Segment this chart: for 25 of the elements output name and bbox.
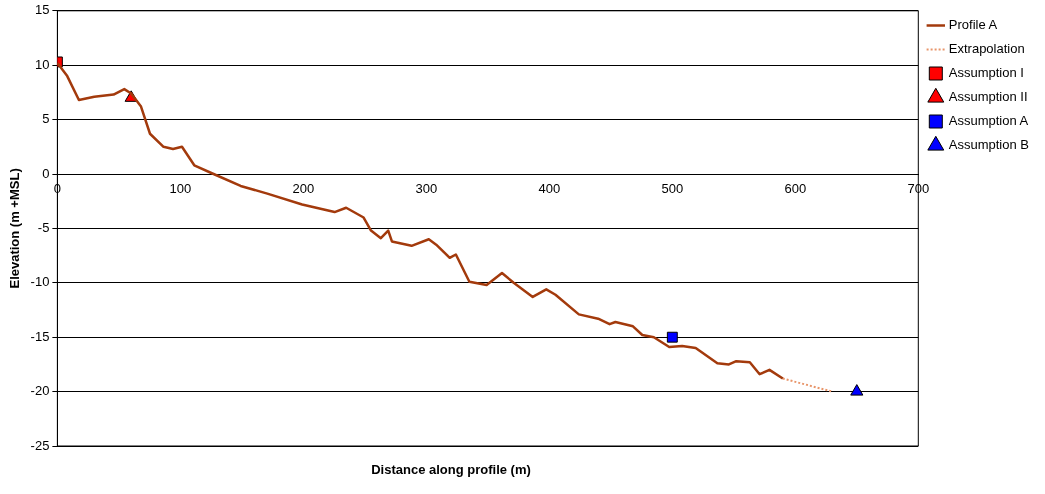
x-tick-label: 100 (169, 181, 192, 197)
y-tick-label: 15 (34, 2, 50, 18)
x-axis-title: Distance along profile (m) (370, 462, 532, 477)
y-tick-label: -10 (30, 274, 50, 290)
y-tick-label: -5 (37, 219, 50, 235)
y-tick-label: 5 (42, 111, 50, 127)
y-tick-label: -20 (30, 383, 50, 399)
x-tick-label: 200 (292, 181, 315, 197)
y-tick-label: -25 (30, 437, 50, 453)
legend-label: Assumption II (948, 89, 1028, 105)
y-tick-label: 0 (42, 165, 50, 181)
x-tick-label: 500 (661, 181, 684, 197)
x-tick-label: 300 (415, 181, 438, 197)
legend-label: Assumption B (948, 137, 1029, 153)
x-tick-label: 400 (538, 181, 561, 197)
y-tick-label: 10 (34, 56, 50, 72)
x-tick-label: 600 (784, 181, 807, 197)
point (666, 331, 678, 343)
legend-label: Assumption I (948, 65, 1024, 81)
y-tick-label: -15 (30, 328, 50, 344)
legend-label: Assumption A (948, 113, 1029, 129)
legend-label: Profile A (948, 17, 998, 33)
legend-label: Extrapolation (948, 41, 1025, 57)
y-axis-title: Elevation (m +MSL) (7, 168, 23, 289)
point (850, 384, 864, 396)
